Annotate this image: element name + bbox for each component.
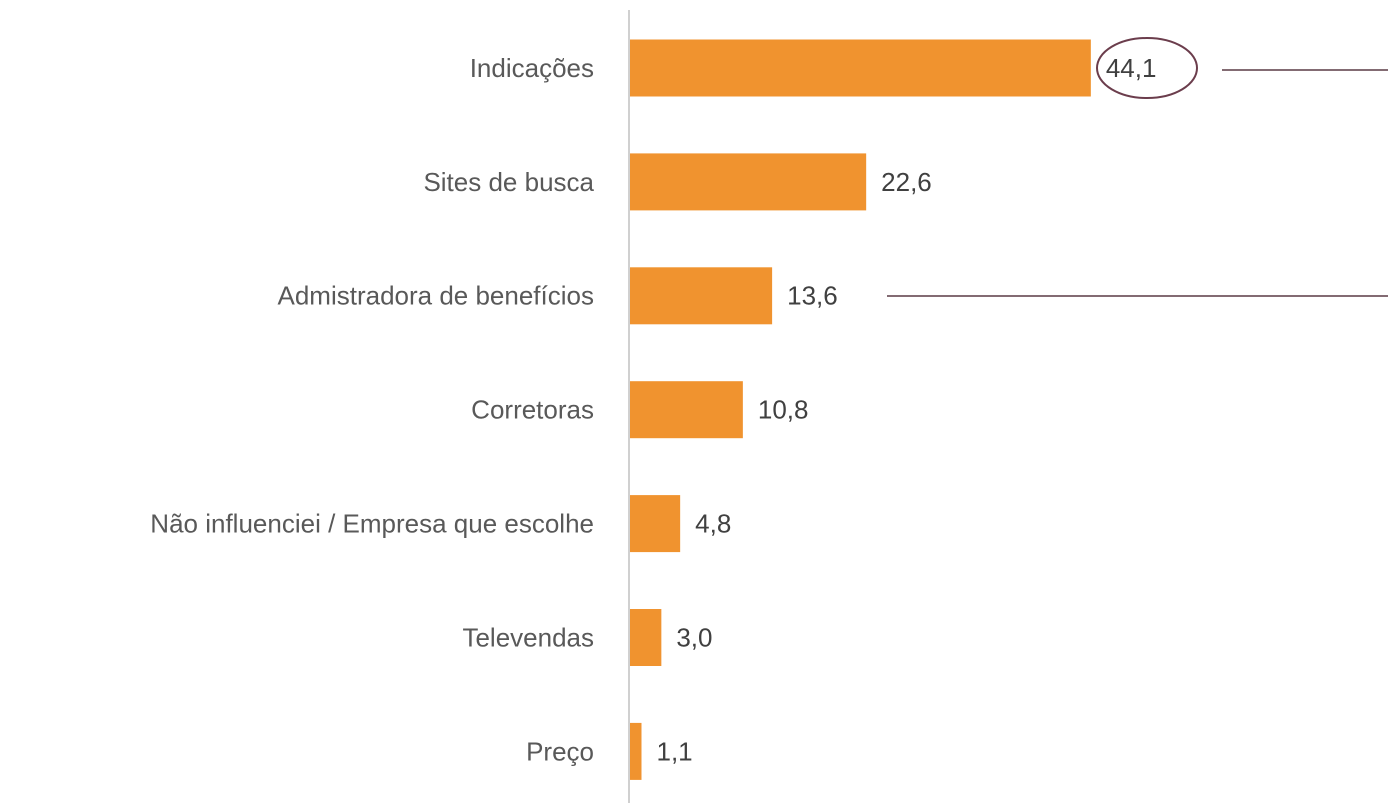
bar bbox=[630, 609, 662, 666]
category-label: Indicações bbox=[470, 53, 594, 83]
value-label: 4,8 bbox=[695, 508, 731, 538]
value-label: 1,1 bbox=[656, 736, 692, 766]
value-label: 44,1 bbox=[1106, 53, 1157, 83]
category-label: Sites de busca bbox=[423, 167, 594, 197]
bar bbox=[630, 722, 642, 780]
bar bbox=[630, 267, 773, 325]
value-label: 13,6 bbox=[787, 281, 838, 311]
bar bbox=[630, 495, 681, 553]
highlight-ellipse bbox=[1096, 37, 1198, 99]
category-label: Não influenciei / Empresa que escolhe bbox=[150, 508, 594, 538]
category-label: Preço bbox=[526, 736, 594, 766]
bar bbox=[630, 39, 1091, 97]
category-label: Admistradora de benefícios bbox=[277, 281, 594, 311]
category-label: Televendas bbox=[462, 622, 594, 652]
bar bbox=[630, 381, 743, 439]
bar bbox=[630, 153, 867, 211]
value-label: 22,6 bbox=[881, 167, 932, 197]
category-label: Corretoras bbox=[471, 395, 594, 425]
value-label: 10,8 bbox=[758, 395, 809, 425]
value-label: 3,0 bbox=[676, 622, 712, 652]
